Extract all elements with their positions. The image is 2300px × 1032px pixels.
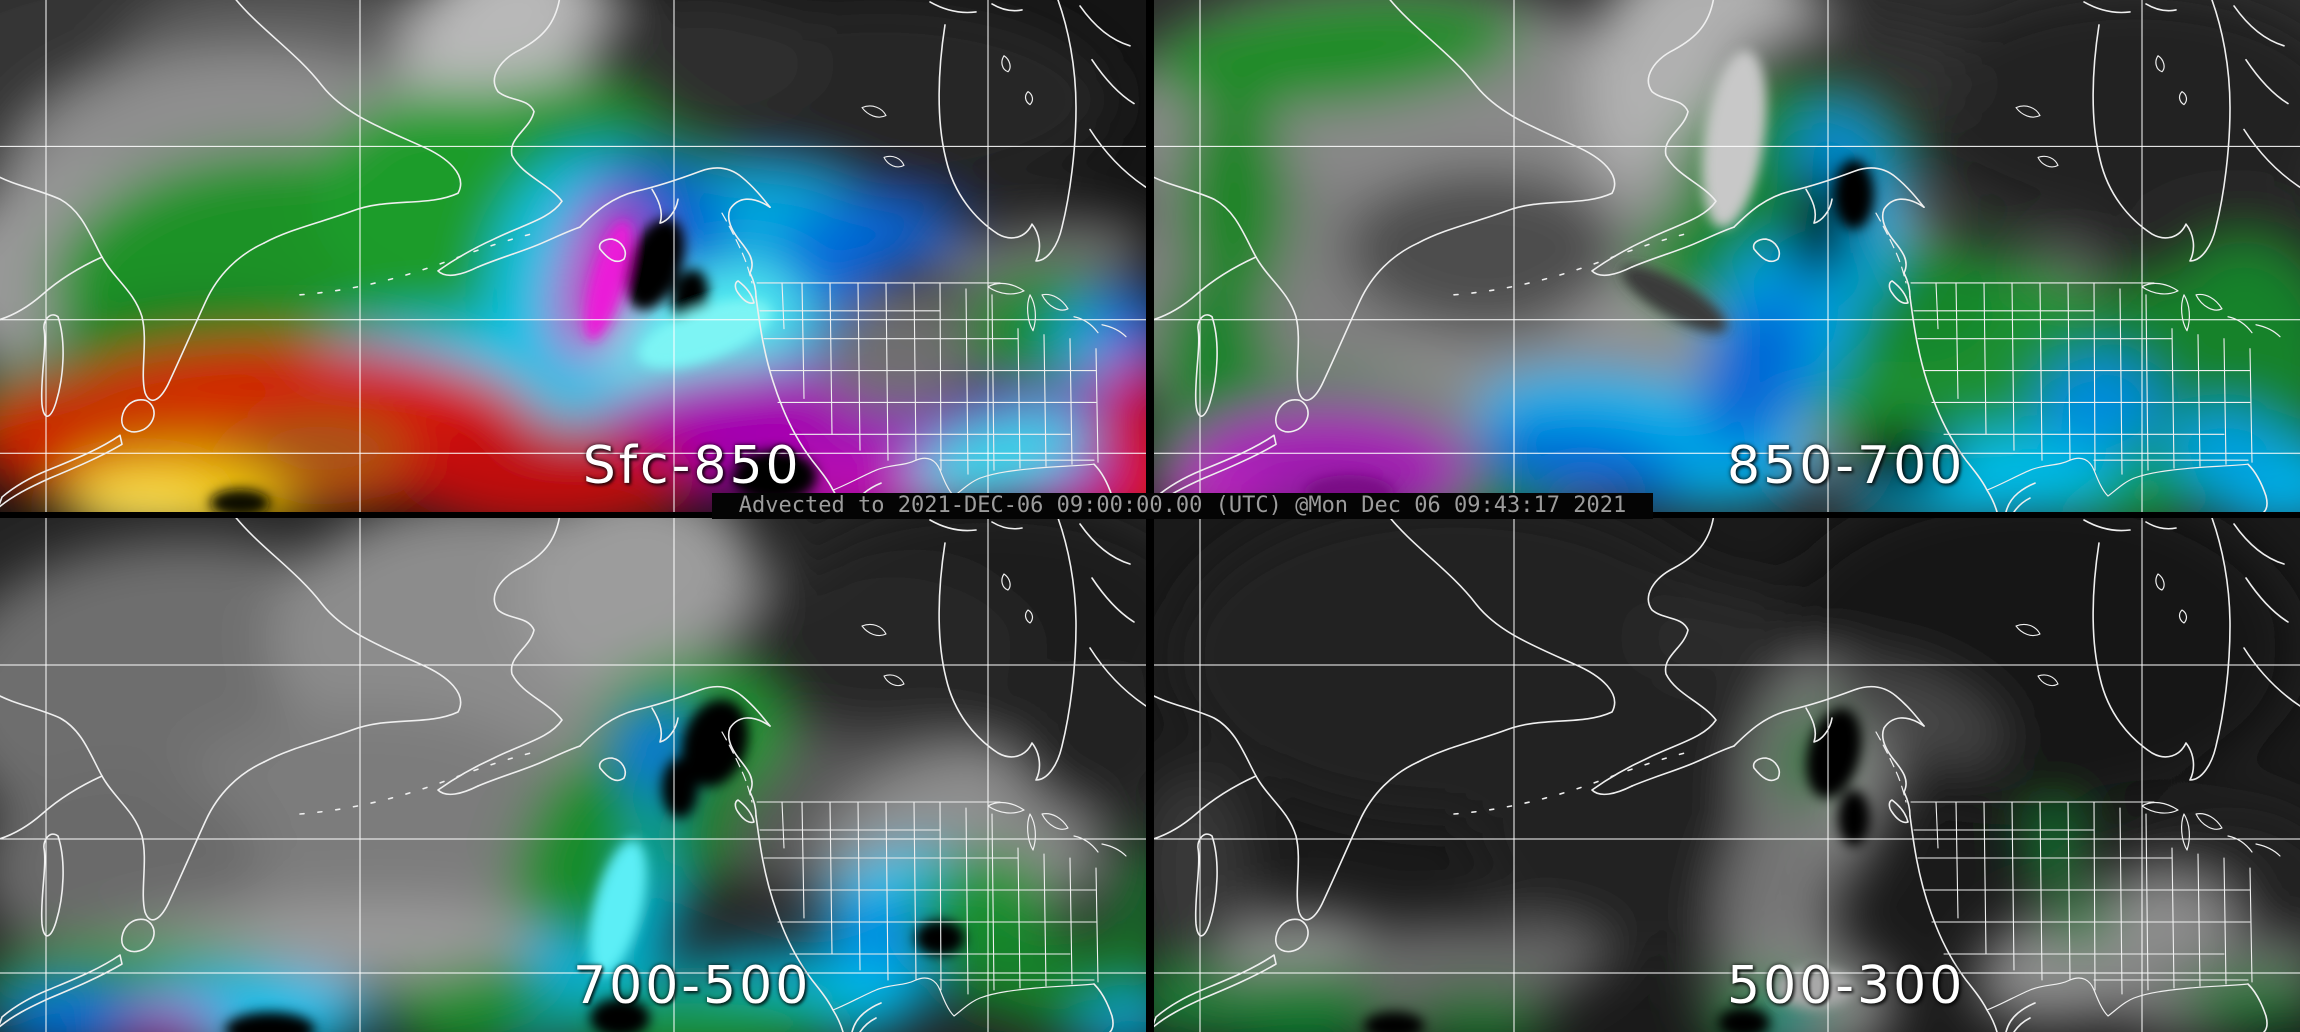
graticule-lines [0,0,1146,512]
advection-status-text: Advected to 2021-DEC-06 09:00:00.00 (UTC… [738,493,1627,518]
coastlines [0,0,1146,512]
panel-layer-label: 500-300 [1727,956,1966,1016]
map-overlay [0,0,1146,512]
panel-layer-label: 700-500 [573,956,812,1016]
coastlines [1154,518,2300,1032]
moisture-field-image [0,0,1146,512]
graticule-lines [1154,518,2300,1032]
panel-layer-label: Sfc-850 [582,436,802,496]
panel-layer-label: 850-700 [1727,436,1966,496]
panel-700-500: 700-500 [0,518,1146,1032]
moisture-field-image [0,518,1146,1032]
panel-850-700: 850-700 [1154,0,2300,512]
coastlines [0,518,1146,1032]
graticule-lines [0,518,1146,1032]
map-overlay [0,518,1146,1032]
map-overlay [1154,518,2300,1032]
advection-status-bar: Advected to 2021-DEC-06 09:00:00.00 (UTC… [712,493,1653,519]
moisture-field-image [1154,518,2300,1032]
panel-500-300: 500-300 [1154,518,2300,1032]
panel-sfc-850: Sfc-850 [0,0,1146,512]
